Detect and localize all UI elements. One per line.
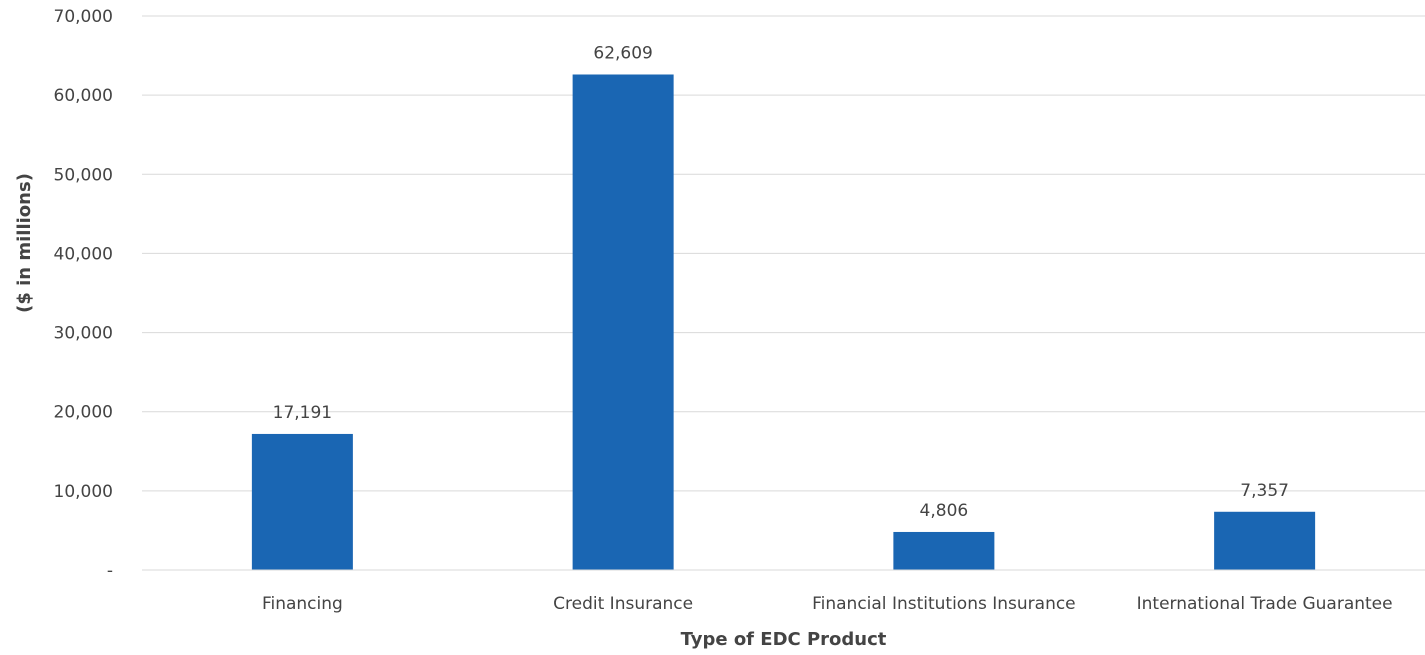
data-label: 4,806 <box>920 501 969 521</box>
y-tick-label: - <box>107 561 113 581</box>
y-tick-label: 50,000 <box>54 165 113 185</box>
data-label: 62,609 <box>593 43 652 63</box>
y-tick-label: 20,000 <box>54 403 113 423</box>
y-tick-label: 30,000 <box>54 324 113 344</box>
x-axis-title: Type of EDC Product <box>681 629 887 650</box>
y-axis-ticks: - 10,000 20,000 30,000 40,000 50,000 60,000 70,… <box>54 7 113 581</box>
y-tick-label: 40,000 <box>54 244 113 264</box>
x-tick-label: International Trade Guarantee <box>1137 594 1393 614</box>
x-tick-label: Financial Institutions Insurance <box>812 594 1076 614</box>
data-labels: 17,191 62,609 4,806 7,357 <box>273 43 1289 520</box>
data-label: 17,191 <box>273 403 332 423</box>
bar <box>572 74 674 571</box>
data-label: 7,357 <box>1240 481 1289 501</box>
bars <box>251 74 1316 571</box>
y-tick-label: 60,000 <box>54 86 113 106</box>
x-tick-label: Financing <box>262 594 343 614</box>
bar <box>251 433 353 570</box>
y-tick-label: 10,000 <box>54 482 113 502</box>
y-axis-title: ($ in millions) <box>14 173 35 313</box>
x-tick-label: Credit Insurance <box>553 594 693 614</box>
bar <box>1214 511 1316 570</box>
y-gridlines <box>142 15 1425 492</box>
y-tick-label: 70,000 <box>54 7 113 27</box>
x-axis-ticks: Financing Credit Insurance Financial Insti… <box>262 594 1393 614</box>
bar <box>893 531 995 570</box>
